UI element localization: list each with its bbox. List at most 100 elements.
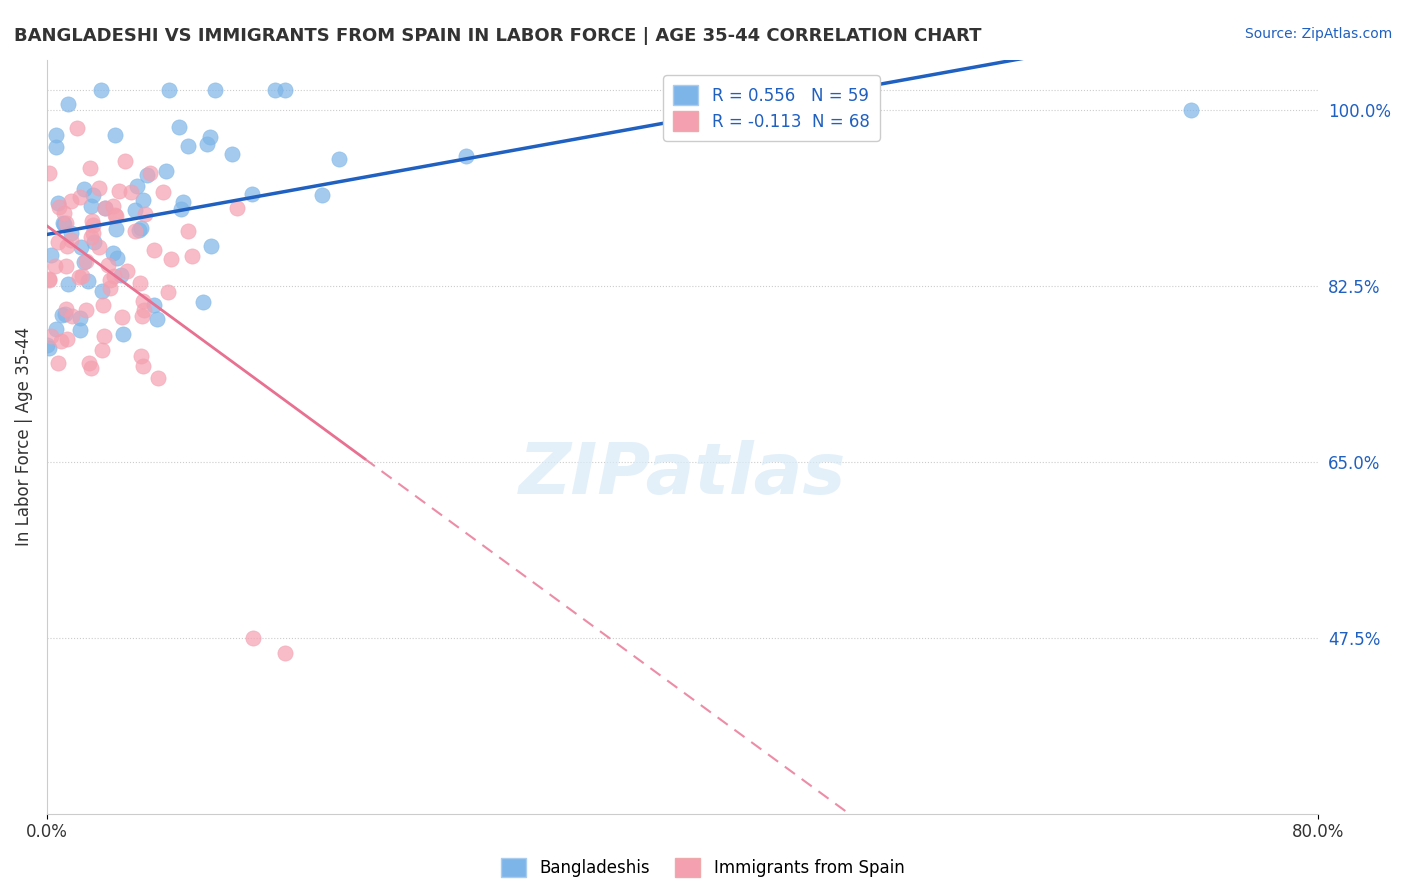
Point bbox=[97, 258, 120, 272]
Point bbox=[132, 294, 155, 309]
Point bbox=[264, 83, 287, 97]
Point bbox=[172, 194, 194, 209]
Point bbox=[91, 298, 114, 312]
Point bbox=[38, 341, 60, 355]
Point bbox=[108, 184, 131, 198]
Point bbox=[131, 310, 153, 324]
Point bbox=[157, 83, 180, 97]
Point bbox=[48, 200, 70, 214]
Point bbox=[1180, 103, 1202, 117]
Point bbox=[146, 312, 169, 326]
Point bbox=[94, 201, 117, 215]
Point bbox=[454, 149, 477, 163]
Point bbox=[104, 222, 127, 236]
Point bbox=[45, 128, 67, 142]
Legend: Bangladeshis, Immigrants from Spain: Bangladeshis, Immigrants from Spain bbox=[495, 851, 911, 884]
Point bbox=[82, 226, 104, 240]
Point bbox=[53, 307, 76, 321]
Point bbox=[56, 332, 79, 346]
Point bbox=[146, 370, 169, 384]
Point bbox=[59, 194, 82, 209]
Point bbox=[177, 224, 200, 238]
Point bbox=[91, 284, 114, 298]
Point bbox=[191, 295, 214, 310]
Point bbox=[328, 153, 350, 167]
Point bbox=[69, 323, 91, 337]
Point bbox=[82, 188, 104, 202]
Point bbox=[195, 137, 218, 152]
Point bbox=[72, 182, 94, 196]
Point bbox=[131, 194, 153, 208]
Point bbox=[55, 259, 77, 273]
Point bbox=[159, 252, 181, 266]
Point bbox=[103, 269, 125, 284]
Point bbox=[111, 310, 134, 324]
Point bbox=[75, 253, 97, 268]
Text: ZIPatlas: ZIPatlas bbox=[519, 440, 846, 508]
Point bbox=[46, 355, 69, 369]
Point bbox=[167, 120, 190, 135]
Point bbox=[60, 233, 83, 247]
Point bbox=[38, 273, 60, 287]
Point bbox=[101, 245, 124, 260]
Point bbox=[110, 268, 132, 282]
Point bbox=[49, 334, 72, 348]
Point bbox=[77, 274, 100, 288]
Point bbox=[46, 235, 69, 249]
Point bbox=[170, 202, 193, 216]
Point bbox=[82, 218, 104, 232]
Point bbox=[105, 209, 128, 223]
Point bbox=[48, 195, 70, 210]
Point bbox=[180, 249, 202, 263]
Point bbox=[69, 190, 91, 204]
Point bbox=[198, 129, 221, 144]
Point bbox=[51, 216, 73, 230]
Point bbox=[67, 269, 90, 284]
Point bbox=[83, 235, 105, 249]
Point bbox=[129, 220, 152, 235]
Point bbox=[80, 230, 103, 244]
Point bbox=[75, 303, 97, 318]
Point bbox=[60, 226, 83, 240]
Point bbox=[70, 268, 93, 283]
Point bbox=[77, 356, 100, 370]
Point bbox=[240, 186, 263, 201]
Point bbox=[56, 239, 79, 253]
Point bbox=[117, 264, 139, 278]
Point bbox=[79, 161, 101, 175]
Point bbox=[139, 166, 162, 180]
Point bbox=[104, 128, 127, 142]
Point bbox=[73, 255, 96, 269]
Legend: R = 0.556   N = 59, R = -0.113  N = 68: R = 0.556 N = 59, R = -0.113 N = 68 bbox=[664, 76, 880, 141]
Point bbox=[51, 308, 73, 322]
Point bbox=[98, 281, 121, 295]
Point bbox=[89, 239, 111, 253]
Point bbox=[70, 240, 93, 254]
Point bbox=[114, 154, 136, 169]
Point bbox=[152, 185, 174, 199]
Point bbox=[311, 187, 333, 202]
Point bbox=[104, 208, 127, 222]
Point bbox=[124, 202, 146, 217]
Point bbox=[94, 202, 117, 216]
Y-axis label: In Labor Force | Age 35-44: In Labor Force | Age 35-44 bbox=[15, 327, 32, 546]
Point bbox=[98, 273, 121, 287]
Point bbox=[80, 199, 103, 213]
Point bbox=[200, 238, 222, 252]
Point bbox=[45, 321, 67, 335]
Text: Source: ZipAtlas.com: Source: ZipAtlas.com bbox=[1244, 27, 1392, 41]
Point bbox=[82, 214, 104, 228]
Point bbox=[136, 168, 159, 182]
Point bbox=[53, 206, 76, 220]
Point bbox=[101, 199, 124, 213]
Point bbox=[127, 179, 149, 194]
Point bbox=[131, 359, 153, 373]
Point bbox=[274, 83, 297, 97]
Point bbox=[129, 276, 152, 290]
Point bbox=[53, 217, 76, 231]
Point bbox=[55, 216, 77, 230]
Point bbox=[143, 244, 166, 258]
Point bbox=[41, 248, 63, 262]
Point bbox=[38, 272, 60, 286]
Point bbox=[120, 186, 142, 200]
